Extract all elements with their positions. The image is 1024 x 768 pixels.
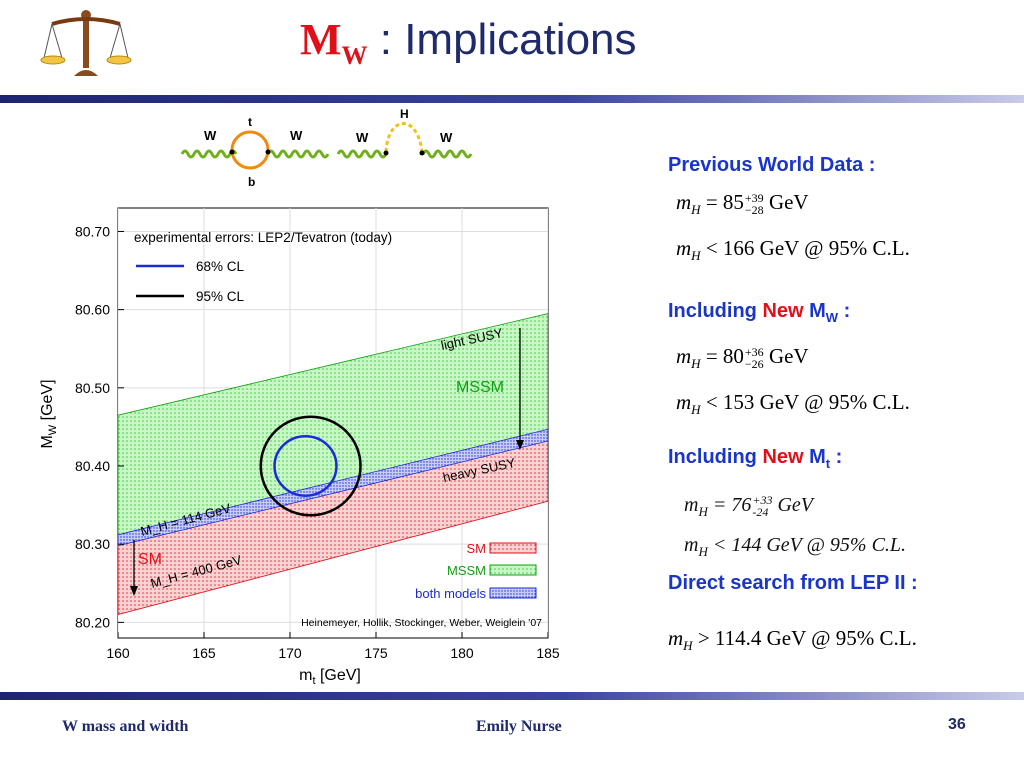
ellipse-68-cl xyxy=(273,435,338,497)
y-axis-title: MW [GeV] xyxy=(39,379,59,448)
label-sm: SM xyxy=(138,551,162,568)
x-tick-label: 165 xyxy=(192,645,216,661)
section-heading-previous: Previous World Data : xyxy=(668,154,876,176)
legend-label-95: 95% CL xyxy=(196,289,245,304)
x-tick-label: 170 xyxy=(278,645,302,661)
top-rule xyxy=(0,95,1024,103)
y-tick-label: 80.70 xyxy=(75,223,110,239)
y-tick-label: 80.20 xyxy=(75,614,110,630)
chart-credit: Heinemeyer, Hollik, Stockinger, Weber, W… xyxy=(301,617,542,629)
diagram-label: W xyxy=(356,130,369,145)
diagram-label: b xyxy=(248,175,255,189)
scales-logo-icon xyxy=(40,10,132,76)
label-mssm: MSSM xyxy=(456,379,504,396)
legend-label-68: 68% CL xyxy=(196,259,245,274)
equation-mh-mw-limit: mH < 153 GeV @ 95% C.L. xyxy=(676,390,910,418)
section-heading-new-mt: Including New Mt : xyxy=(668,446,843,471)
x-axis-title: mt [GeV] xyxy=(299,667,361,687)
equation-mh-mw-central: mH = 80+36 −26 GeV xyxy=(676,344,809,372)
equation-mh-direct: mH > 114.4 GeV @ 95% C.L. xyxy=(668,626,917,654)
footer-left: W mass and width xyxy=(62,718,189,735)
diagram-label: W xyxy=(290,128,303,143)
band-mssm xyxy=(118,313,548,541)
arrow-sm-head xyxy=(130,586,138,596)
arrow-susy-head xyxy=(516,440,524,450)
diagram-label: W xyxy=(204,128,217,143)
section-heading-new-mw: Including New MW : xyxy=(668,300,851,325)
diagram-label: t xyxy=(248,115,252,129)
equation-mh-mt-central: mH = 76+33 -24 GeV xyxy=(684,493,813,520)
equation-mh-mt-limit: mH < 144 GeV @ 95% C.L. xyxy=(684,534,907,559)
x-tick-label: 175 xyxy=(364,645,388,661)
legend-band-both: both models xyxy=(415,586,486,601)
ellipse-95-cl xyxy=(259,415,362,517)
equation-mh-prev-limit: mH < 166 GeV @ 95% C.L. xyxy=(676,236,910,264)
y-tick-label: 80.30 xyxy=(75,536,110,552)
legend-swatch-mssm xyxy=(489,564,537,576)
legend-swatch-sm xyxy=(489,542,537,554)
y-tick-label: 80.60 xyxy=(75,302,110,318)
band-both-models xyxy=(118,428,548,547)
diagram-label: H xyxy=(400,107,409,121)
equation-mh-prev-central: mH = 85+39 −28 GeV xyxy=(676,190,809,218)
x-tick-label: 180 xyxy=(450,645,474,661)
x-tick-label: 160 xyxy=(106,645,130,661)
y-tick-label: 80.50 xyxy=(75,380,110,396)
slide-title: MW : Implications xyxy=(300,15,637,70)
legend-band-sm: SM xyxy=(467,541,487,556)
y-tick-label: 80.40 xyxy=(75,458,110,474)
footer-center: Emily Nurse xyxy=(476,718,562,735)
feynman-diagrams: W W t b W W H xyxy=(180,107,473,189)
section-heading-direct: Direct search from LEP II : xyxy=(668,572,918,594)
x-tick-label: 185 xyxy=(536,645,560,661)
bottom-rule xyxy=(0,692,1024,700)
legend-band-mssm: MSSM xyxy=(447,563,486,578)
diagram-label: W xyxy=(440,130,453,145)
legend-title: experimental errors: LEP2/Tevatron (toda… xyxy=(134,230,392,245)
legend-swatch-both xyxy=(489,587,537,599)
page-number: 36 xyxy=(948,716,966,733)
